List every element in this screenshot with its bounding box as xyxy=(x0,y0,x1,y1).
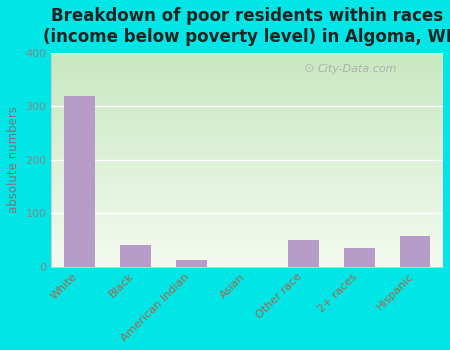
Text: ⊙: ⊙ xyxy=(304,62,315,76)
Bar xyxy=(120,245,151,266)
Y-axis label: absolute numbers: absolute numbers xyxy=(7,106,20,213)
Text: City-Data.com: City-Data.com xyxy=(318,64,397,74)
Title: Breakdown of poor residents within races
(income below poverty level) in Algoma,: Breakdown of poor residents within races… xyxy=(43,7,450,46)
Bar xyxy=(344,248,374,266)
Bar xyxy=(176,260,207,266)
Bar xyxy=(288,240,319,266)
Bar xyxy=(400,236,431,266)
Bar xyxy=(64,96,95,266)
